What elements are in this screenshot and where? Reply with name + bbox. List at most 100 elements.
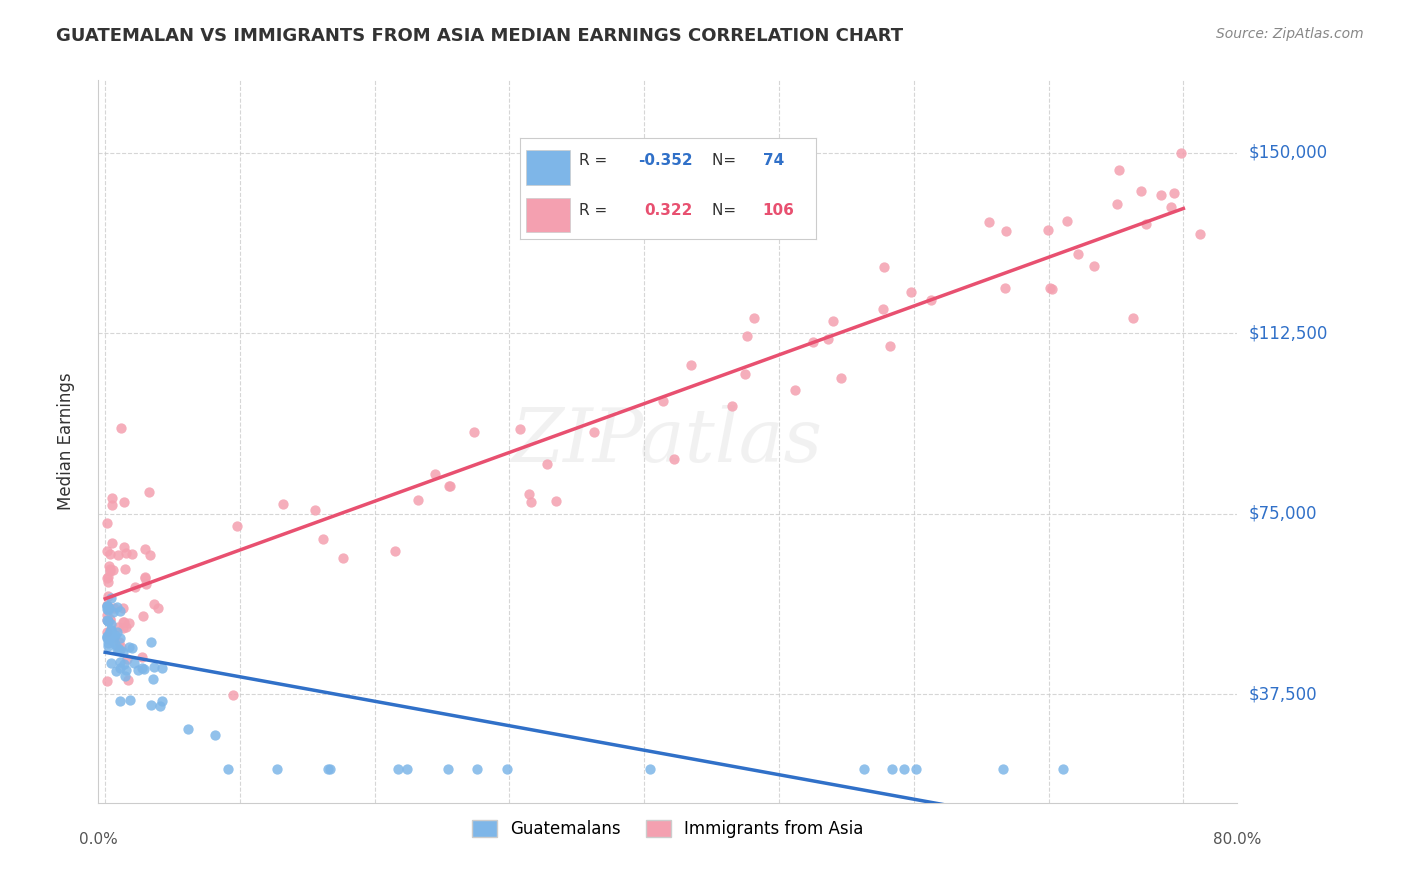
Point xyxy=(139,548,162,562)
Point xyxy=(994,224,1017,238)
Point xyxy=(97,614,120,628)
Point xyxy=(204,728,226,742)
Point xyxy=(97,599,120,614)
Point xyxy=(821,314,844,328)
Point xyxy=(900,285,922,300)
Point xyxy=(142,597,165,611)
Point xyxy=(496,762,519,776)
Point xyxy=(101,563,124,577)
Point xyxy=(142,660,165,674)
Text: 80.0%: 80.0% xyxy=(1213,831,1261,847)
Text: ZIPatlas: ZIPatlas xyxy=(512,405,824,478)
Point xyxy=(1170,145,1192,160)
Point xyxy=(139,635,162,649)
Point xyxy=(271,498,294,512)
Point xyxy=(118,615,141,630)
Point xyxy=(97,603,120,617)
Point xyxy=(872,302,894,317)
Point xyxy=(1188,227,1211,241)
Point xyxy=(97,636,120,650)
Point xyxy=(110,694,132,708)
Point xyxy=(520,495,543,509)
Point xyxy=(817,332,839,346)
Point xyxy=(108,661,131,675)
Point xyxy=(96,599,118,614)
Point xyxy=(395,762,418,776)
Point xyxy=(880,762,903,776)
Text: GUATEMALAN VS IMMIGRANTS FROM ASIA MEDIAN EARNINGS CORRELATION CHART: GUATEMALAN VS IMMIGRANTS FROM ASIA MEDIA… xyxy=(56,27,904,45)
Point xyxy=(582,425,605,440)
Point xyxy=(96,516,118,531)
Point xyxy=(122,657,145,671)
Point xyxy=(97,589,120,603)
Point xyxy=(872,260,894,274)
Point xyxy=(97,614,120,628)
Point xyxy=(112,495,135,509)
Point xyxy=(785,383,807,397)
Point xyxy=(1039,281,1062,295)
Point xyxy=(124,580,146,594)
Point xyxy=(830,370,852,384)
Point xyxy=(103,637,125,651)
Point xyxy=(96,601,118,615)
Point xyxy=(1036,223,1059,237)
Point xyxy=(142,673,165,687)
Point xyxy=(110,421,132,435)
Point xyxy=(1163,186,1185,200)
Point xyxy=(101,633,124,648)
Point xyxy=(132,662,155,676)
Point xyxy=(852,762,875,776)
Point xyxy=(115,663,138,677)
Point xyxy=(134,570,156,584)
Legend: Guatemalans, Immigrants from Asia: Guatemalans, Immigrants from Asia xyxy=(465,814,870,845)
Point xyxy=(112,622,135,636)
Point xyxy=(115,651,138,665)
Point xyxy=(103,630,125,644)
Point xyxy=(463,425,485,439)
Point xyxy=(97,627,120,641)
Text: $37,500: $37,500 xyxy=(1249,685,1317,704)
Point xyxy=(920,293,942,308)
Point xyxy=(117,673,139,688)
Point xyxy=(1135,217,1157,231)
Point xyxy=(110,640,132,654)
Point xyxy=(100,617,122,632)
Point xyxy=(266,762,288,776)
Point xyxy=(97,559,120,574)
Point xyxy=(384,544,406,558)
Point xyxy=(100,623,122,637)
Point xyxy=(977,215,1000,229)
Point xyxy=(127,664,149,678)
Point xyxy=(121,640,143,655)
Point xyxy=(98,547,121,561)
Point xyxy=(905,762,928,776)
Point xyxy=(108,631,131,645)
Point xyxy=(406,492,429,507)
Point xyxy=(105,624,128,639)
Text: Source: ZipAtlas.com: Source: ZipAtlas.com xyxy=(1216,27,1364,41)
Point xyxy=(131,660,153,674)
Point xyxy=(97,574,120,589)
Point xyxy=(114,546,136,560)
Point xyxy=(467,762,489,776)
Point xyxy=(96,543,118,558)
Point xyxy=(98,600,121,615)
Point xyxy=(149,699,172,714)
Point xyxy=(1149,187,1171,202)
Point xyxy=(103,600,125,615)
Point xyxy=(517,486,540,500)
Point xyxy=(1130,184,1153,198)
Point xyxy=(1067,246,1090,260)
Point xyxy=(96,613,118,627)
Point xyxy=(96,630,118,644)
Point xyxy=(225,519,247,533)
Point xyxy=(114,669,136,683)
Point xyxy=(96,631,118,645)
Point xyxy=(101,536,124,550)
Point xyxy=(509,422,531,436)
Point xyxy=(121,547,143,561)
Text: 0.0%: 0.0% xyxy=(79,831,118,847)
Point xyxy=(98,613,121,627)
Point xyxy=(96,607,118,622)
Point xyxy=(1108,162,1130,177)
